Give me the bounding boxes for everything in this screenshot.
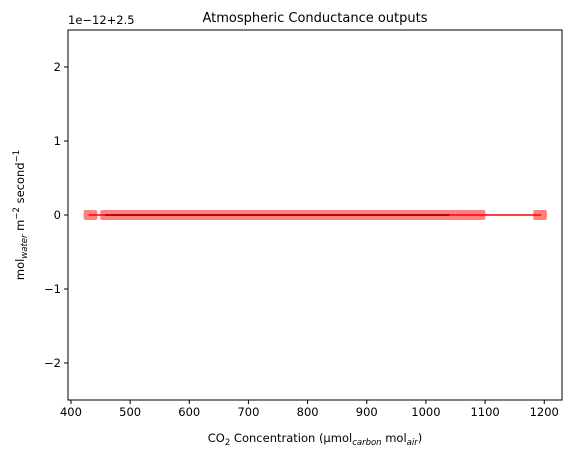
x-tick-label: 1000 — [411, 405, 440, 419]
x-tick-label: 700 — [237, 405, 259, 419]
chart-title: Atmospheric Conductance outputs — [202, 11, 427, 26]
y-tick-label: −2 — [44, 356, 61, 370]
plot-layer — [83, 210, 547, 220]
y-axis-label: molwater m−2 second−1 — [12, 150, 30, 280]
x-tick-label: 400 — [60, 405, 82, 419]
y-tick-label: 0 — [54, 208, 61, 222]
x-axis-label: CO2 Concentration (µmolcarbon molair) — [208, 431, 422, 448]
y-offset-label: 1e−12+2.5 — [68, 13, 135, 27]
y-tick-label: −1 — [44, 282, 61, 296]
x-ticks: 400 500 600 700 800 900 1000 1100 1200 — [60, 400, 559, 419]
x-tick-label: 600 — [178, 405, 200, 419]
y-tick-label: 1 — [54, 134, 61, 148]
x-tick-label: 500 — [119, 405, 141, 419]
x-tick-label: 900 — [356, 405, 378, 419]
y-tick-label: 2 — [54, 60, 61, 74]
x-tick-label: 1200 — [530, 405, 559, 419]
y-ticks: −2 −1 0 1 2 — [44, 60, 68, 370]
x-tick-label: 800 — [297, 405, 319, 419]
x-tick-label: 1100 — [470, 405, 499, 419]
